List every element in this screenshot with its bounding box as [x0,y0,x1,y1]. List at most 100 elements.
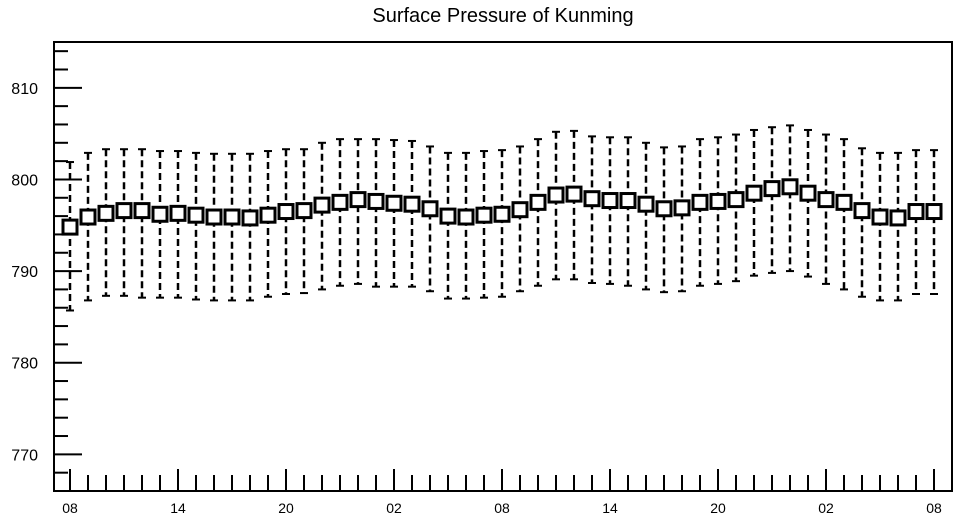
box-item [169,150,187,299]
box-item [205,152,223,302]
box-item [907,149,925,295]
box-item [709,136,727,285]
box-marker [61,218,79,236]
box-item [151,150,169,299]
box-item [79,151,97,302]
box-item [925,149,943,295]
box-item [673,145,691,293]
box-marker [205,208,223,226]
box-marker [817,191,835,209]
x-tick-label: 02 [386,500,402,516]
box-item [799,128,817,278]
box-marker [187,206,205,224]
box-marker [727,191,745,209]
box-marker [889,209,907,227]
x-tick-label: 14 [602,500,618,516]
x-axis-ticks [69,469,935,491]
box-item [727,133,745,283]
y-tick-label: 770 [11,447,38,464]
x-tick-label: 20 [278,500,294,516]
box-marker [79,208,97,226]
box-marker [637,195,655,213]
box-item [619,136,637,287]
box-item [871,151,889,302]
box-marker [601,192,619,210]
x-tick-label: 08 [62,500,78,516]
box-item [817,133,835,285]
box-item [745,128,763,277]
box-marker [511,201,529,219]
box-item [349,138,367,285]
box-marker [475,206,493,224]
x-tick-label: 08 [926,500,942,516]
box-item [421,145,439,293]
box-item [259,150,277,298]
box-marker [349,191,367,209]
box-marker [493,205,511,223]
box-marker [331,193,349,211]
box-item [475,150,493,299]
x-tick-label: 14 [170,500,186,516]
box-marker [565,185,583,203]
box-item [691,138,709,287]
box-marker [709,192,727,210]
box-item [115,148,133,297]
box-marker [583,190,601,208]
box-marker [313,196,331,214]
y-axis-labels: 770 780 790 800 810 [11,81,38,465]
box-item [187,151,205,301]
box-marker [871,208,889,226]
box-marker [115,202,133,220]
box-marker [277,203,295,221]
box-marker [151,205,169,223]
box-item [583,135,601,284]
box-item [565,129,583,281]
box-marker [925,203,943,221]
box-item [781,124,799,273]
box-item [889,151,907,302]
box-item [277,148,295,295]
box-item [511,145,529,293]
box-item [133,148,151,299]
box-marker [745,184,763,202]
box-marker [907,203,925,221]
box-item [763,126,781,274]
y-tick-label: 780 [11,356,38,373]
y-tick-label: 790 [11,264,38,281]
box-marker [241,209,259,227]
box-item [295,148,313,295]
box-marker [421,200,439,218]
box-item [853,147,871,298]
box-series [61,124,943,312]
box-item [385,139,403,288]
box-item [331,138,349,287]
y-tick-label: 810 [11,81,38,98]
box-item [637,141,655,291]
y-tick-label: 800 [11,172,38,189]
box-item [529,138,547,287]
x-tick-label: 02 [818,500,834,516]
box-marker [367,192,385,210]
box-marker [223,208,241,226]
box-item [313,141,331,291]
box-marker [439,207,457,225]
box-marker [403,195,421,213]
box-marker [385,194,403,212]
box-marker [133,202,151,220]
box-marker [547,186,565,204]
box-item [601,136,619,285]
box-marker [619,192,637,210]
box-item [367,138,385,288]
chart-title: Surface Pressure of Kunming [372,5,633,27]
box-marker [781,178,799,196]
box-marker [691,193,709,211]
box-item [457,151,475,300]
box-marker [763,180,781,198]
box-item [223,152,241,302]
box-item [547,130,565,281]
box-item [61,161,79,312]
box-marker [835,193,853,211]
box-item [493,149,511,298]
box-marker [295,202,313,220]
